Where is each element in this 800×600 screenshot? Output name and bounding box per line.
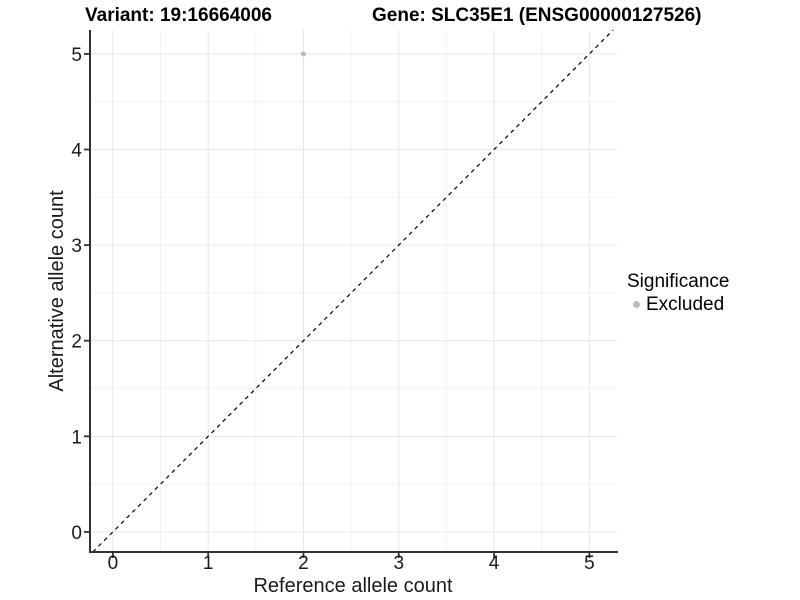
legend-title: Significance <box>627 271 730 292</box>
x-tick-label: 0 <box>108 553 119 574</box>
legend: Significance Excluded <box>627 270 729 315</box>
x-axis-title: Reference allele count <box>253 575 452 597</box>
legend-dot-icon <box>633 301 640 308</box>
y-tick-label: 5 <box>71 45 82 66</box>
x-tick-label: 3 <box>393 553 404 574</box>
y-tick-label: 4 <box>71 141 82 162</box>
y-tick-label: 1 <box>71 427 82 448</box>
x-tick-label: 2 <box>298 553 309 574</box>
legend-item-label: Excluded <box>646 293 725 315</box>
identity-line <box>92 29 614 553</box>
y-tick-label: 0 <box>71 523 82 544</box>
x-tick-label: 5 <box>584 553 595 574</box>
x-tick-label: 4 <box>489 553 500 574</box>
legend-item-excluded: Excluded <box>627 294 729 315</box>
data-point <box>300 51 307 57</box>
title-gene: Gene: SLC35E1 (ENSG00000127526) <box>372 5 702 26</box>
y-tick-label: 3 <box>71 236 82 257</box>
title-variant: Variant: 19:16664006 <box>85 5 272 26</box>
x-tick-label: 1 <box>203 553 214 574</box>
y-axis-title: Alternative allele count <box>46 190 68 392</box>
y-tick-label: 2 <box>71 332 82 353</box>
